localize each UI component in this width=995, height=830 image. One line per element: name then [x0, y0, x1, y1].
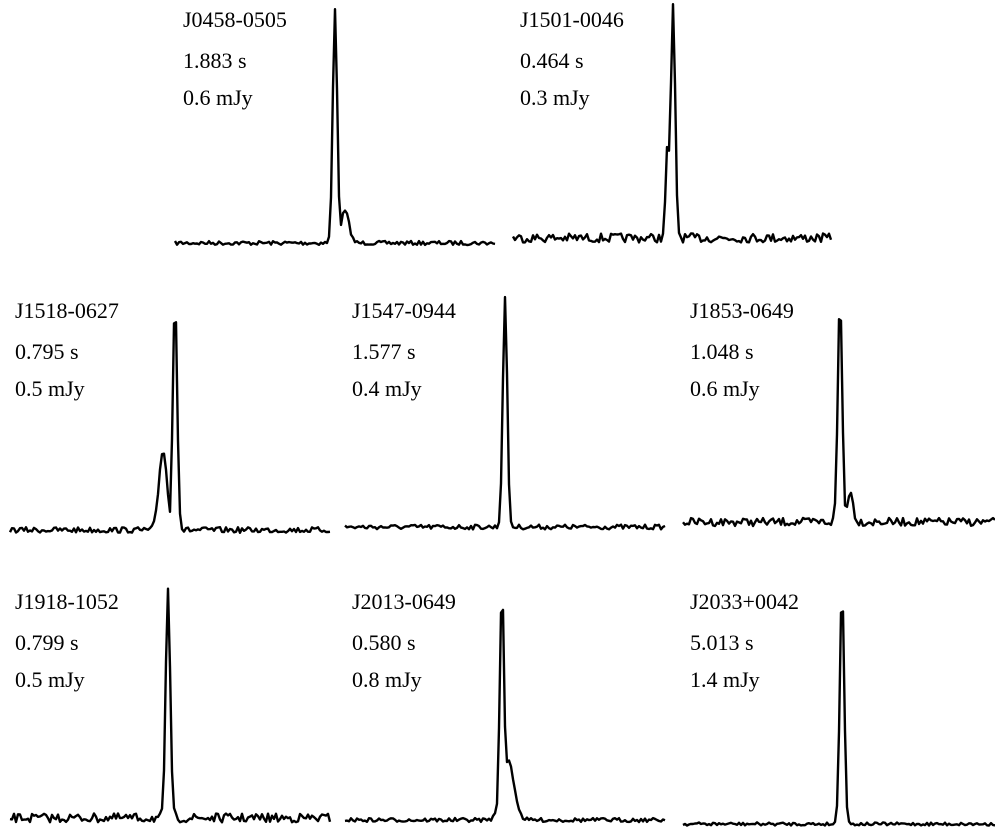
pulse-profile — [8, 321, 331, 534]
pulsar-flux: 0.6 mJy — [690, 376, 760, 401]
pulse-profile — [682, 610, 995, 827]
pulsar-name: J1501-0046 — [520, 7, 624, 32]
pulse-profile — [682, 318, 995, 528]
pulse-profile — [511, 3, 833, 244]
pulsar-flux: 0.8 mJy — [352, 667, 422, 692]
pulsar-period: 5.013 s — [690, 630, 754, 655]
pulse-profile — [344, 608, 666, 824]
pulsar-period: 1.048 s — [690, 339, 754, 364]
pulsar-name: J0458-0505 — [183, 7, 287, 32]
pulsar-flux: 0.3 mJy — [520, 85, 590, 110]
pulsar-name: J2013-0649 — [352, 589, 456, 614]
pulsar-flux: 0.5 mJy — [15, 667, 85, 692]
pulse-profile — [344, 295, 666, 531]
pulsar-name: J2033+0042 — [690, 589, 799, 614]
pulsar-period: 0.464 s — [520, 48, 584, 73]
pulsar-flux: 0.5 mJy — [15, 376, 85, 401]
pulsar-period: 1.577 s — [352, 339, 416, 364]
pulsar-flux: 0.4 mJy — [352, 376, 422, 401]
pulsar-flux: 1.4 mJy — [690, 667, 760, 692]
pulsar-flux: 0.6 mJy — [183, 85, 253, 110]
pulsar-name: J1518-0627 — [15, 298, 119, 323]
pulsar-name: J1853-0649 — [690, 298, 794, 323]
pulsar-period: 0.795 s — [15, 339, 79, 364]
pulse-profile — [9, 587, 332, 824]
pulse-profile — [173, 7, 496, 247]
pulsar-period: 0.799 s — [15, 630, 79, 655]
pulsar-period: 1.883 s — [183, 48, 247, 73]
pulsar-name: J1918-1052 — [15, 589, 119, 614]
pulsar-name: J1547-0944 — [352, 298, 456, 323]
pulsar-period: 0.580 s — [352, 630, 416, 655]
